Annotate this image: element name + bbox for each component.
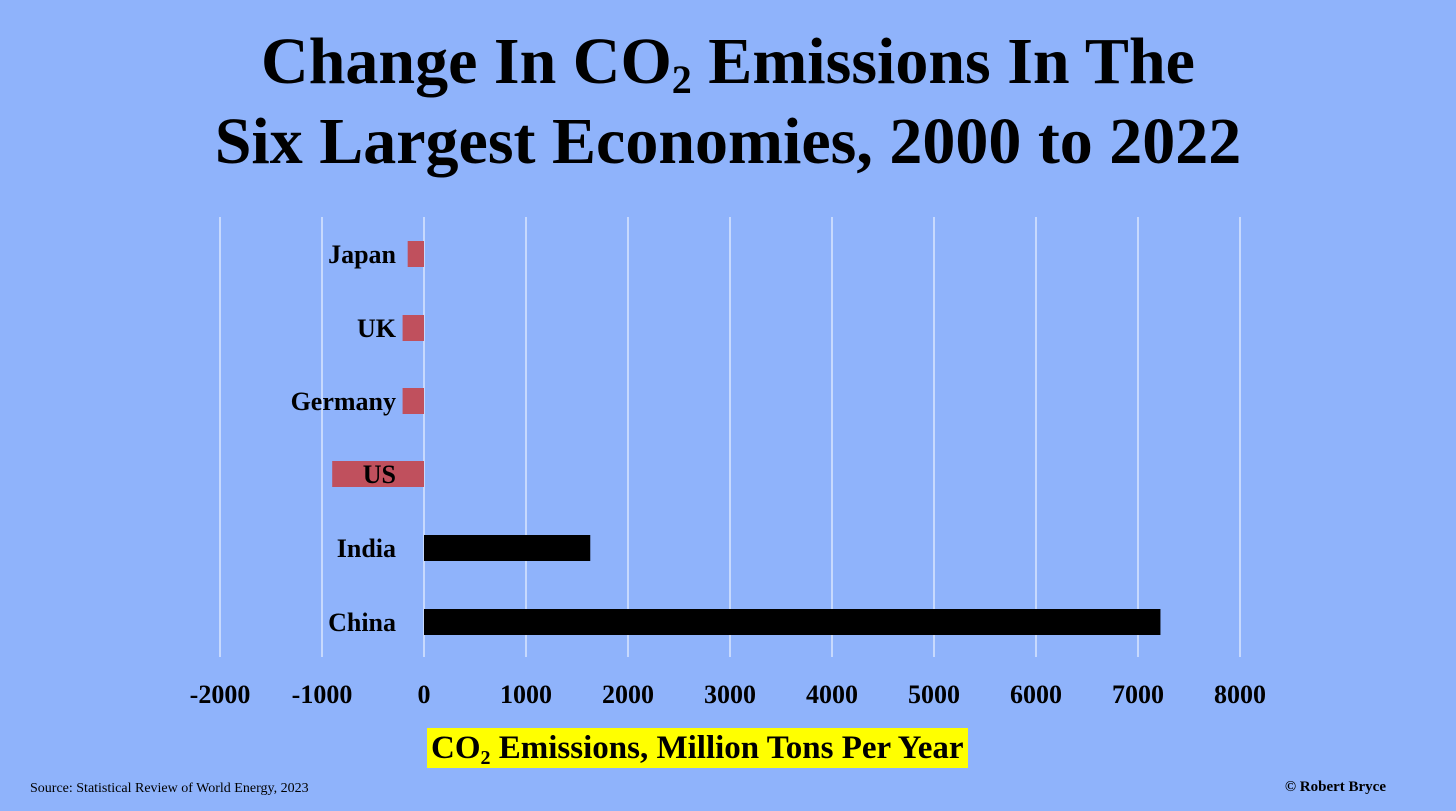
bar-china [424,609,1161,635]
gridlines [219,217,1241,657]
bar-japan [407,241,424,267]
title-line2-text: Six Largest Economies, 2000 to 2022 [214,105,1242,178]
x-tick-label: 3000 [704,680,756,709]
copyright-credit: © Robert Bryce [1284,779,1386,795]
category-label: India [337,534,396,563]
x-tick-label: 4000 [806,680,858,709]
x-tick-label: 6000 [1010,680,1062,709]
chart-title: Change In CO2 Emissions In The Six Large… [0,22,1456,182]
category-label: China [328,608,396,637]
x-axis-label: CO2 Emissions, Million Tons Per Year [427,728,968,768]
bars [332,241,1161,635]
x-tick-label: 2000 [602,680,654,709]
title-subscript: 2 [671,57,692,102]
x-tick-label: -2000 [190,680,251,709]
category-label: Japan [328,240,396,269]
title-line1-rest: Emissions In The [691,25,1195,98]
x-tick-label: 8000 [1214,680,1266,709]
x-axis-label-subscript: 2 [480,747,491,769]
x-axis-label-rest: Emissions, Million Tons Per Year [490,730,964,766]
x-tick-label: 0 [418,680,431,709]
title-line1-text: Change In CO [261,25,672,98]
bar-india [424,535,591,561]
bar-germany [402,388,424,414]
source-note: Source: Statistical Review of World Ener… [30,781,309,796]
x-tick-labels: -2000 -1000 0 1000 2000 3000 4000 5000 6000 7000 8… [190,680,1266,709]
x-axis-label-text: CO [431,730,481,766]
x-tick-label: 1000 [500,680,552,709]
bar-uk [402,315,424,341]
x-tick-label: 5000 [908,680,960,709]
x-tick-label: 7000 [1112,680,1164,709]
category-label: UK [357,314,397,343]
category-label: US [363,460,396,489]
bar-us [332,461,424,487]
category-label: Germany [291,387,396,416]
category-labels: Japan UK Germany US India China [291,240,397,637]
x-tick-label: -1000 [292,680,353,709]
